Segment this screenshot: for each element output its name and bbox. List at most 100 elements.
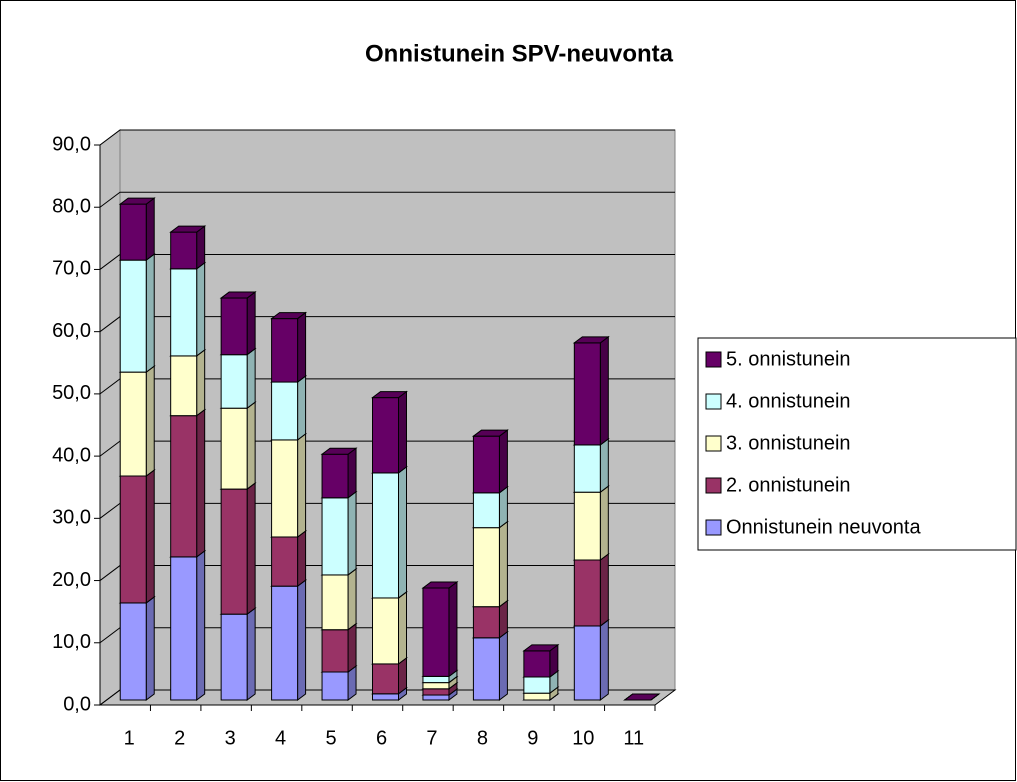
bar-side — [196, 348, 206, 417]
chart-title: Onnistunein SPV-neuvonta — [365, 40, 674, 67]
bar-side — [145, 365, 155, 477]
bar — [271, 585, 299, 701]
legend-box — [697, 337, 1017, 551]
bar — [472, 606, 500, 639]
bar — [119, 259, 147, 373]
bar — [573, 342, 601, 446]
bar-side — [297, 529, 307, 588]
y-tick-label: 60,0 — [52, 320, 91, 342]
bar — [220, 407, 248, 490]
bar-side — [498, 630, 508, 701]
bar-top — [118, 197, 156, 205]
bar-side — [196, 549, 206, 701]
bar-side — [196, 261, 206, 357]
x-tick-label: 6 — [376, 727, 387, 749]
bar-top — [219, 291, 257, 299]
legend-swatch — [705, 435, 722, 452]
bar-side — [196, 408, 206, 558]
bar-side — [347, 622, 357, 673]
bar — [372, 397, 399, 474]
bar-side — [599, 335, 609, 446]
bar — [170, 268, 198, 357]
bar — [119, 475, 147, 604]
bar — [372, 597, 399, 665]
bar — [271, 439, 299, 538]
bar-side — [599, 618, 609, 701]
bar — [321, 497, 349, 576]
y-tick-label: 40,0 — [52, 444, 91, 466]
bar — [472, 527, 500, 608]
bar-side — [448, 581, 458, 678]
bar-side — [347, 447, 357, 499]
bar — [573, 559, 601, 627]
legend-swatch — [705, 477, 722, 494]
bar — [321, 671, 349, 701]
bar-side — [297, 579, 307, 701]
bar — [170, 355, 198, 417]
bar-side — [246, 347, 256, 410]
x-tick-label: 4 — [275, 727, 286, 749]
x-tick-label: 9 — [527, 727, 538, 749]
bar-side — [297, 432, 307, 538]
bar — [573, 625, 601, 701]
legend-label: 4. onnistunein — [726, 390, 851, 412]
bar-side — [145, 469, 155, 604]
bar — [271, 536, 299, 587]
bar-side — [246, 401, 256, 491]
bar-side — [498, 485, 508, 529]
bar-side — [145, 253, 155, 374]
bar-top — [169, 225, 207, 233]
bar-side — [398, 390, 407, 474]
bar — [472, 435, 500, 494]
bar-side — [398, 465, 407, 599]
bar — [372, 472, 399, 599]
bar — [523, 650, 551, 678]
legend-swatch — [705, 351, 722, 368]
bar — [321, 574, 349, 631]
bar — [472, 637, 500, 701]
bar-side — [297, 311, 307, 384]
bar-side — [246, 607, 256, 701]
legend-swatch — [705, 519, 722, 536]
bar — [573, 444, 601, 493]
grid-line — [99, 191, 675, 208]
x-tick-label: 11 — [623, 727, 644, 749]
legend-label: 3. onnistunein — [726, 432, 851, 454]
legend-swatch — [705, 393, 722, 410]
legend-label: 5. onnistunein — [726, 348, 851, 370]
bar — [220, 354, 248, 409]
bar — [422, 675, 450, 684]
bar-top — [572, 336, 610, 344]
bar-side — [599, 437, 609, 494]
bar — [119, 602, 147, 701]
bar-top — [421, 581, 459, 589]
bar — [119, 203, 147, 261]
bar — [523, 692, 551, 701]
bar-top — [522, 644, 560, 652]
bar-side — [347, 567, 357, 631]
x-tick-label: 8 — [477, 727, 488, 749]
x-tick-label: 7 — [426, 727, 437, 749]
bar-side — [145, 197, 155, 262]
y-tick-label: 50,0 — [52, 382, 91, 404]
bar-top — [371, 391, 408, 399]
x-tick-label: 5 — [325, 727, 336, 749]
bar — [170, 231, 198, 270]
bar-side — [599, 553, 609, 627]
bar — [321, 629, 349, 673]
bar — [422, 688, 450, 696]
bar — [422, 587, 450, 677]
x-tick-label: 3 — [225, 727, 236, 749]
bar-top — [471, 429, 509, 437]
bar — [220, 613, 248, 701]
y-tick-label: 10,0 — [52, 631, 91, 653]
bar — [372, 693, 399, 701]
bar-side — [246, 291, 256, 356]
bar — [119, 371, 147, 477]
bar — [422, 694, 450, 701]
x-tick-label: 1 — [124, 727, 135, 749]
bar — [321, 453, 349, 499]
y-tick-label: 20,0 — [52, 569, 91, 591]
bar-side — [145, 595, 155, 701]
